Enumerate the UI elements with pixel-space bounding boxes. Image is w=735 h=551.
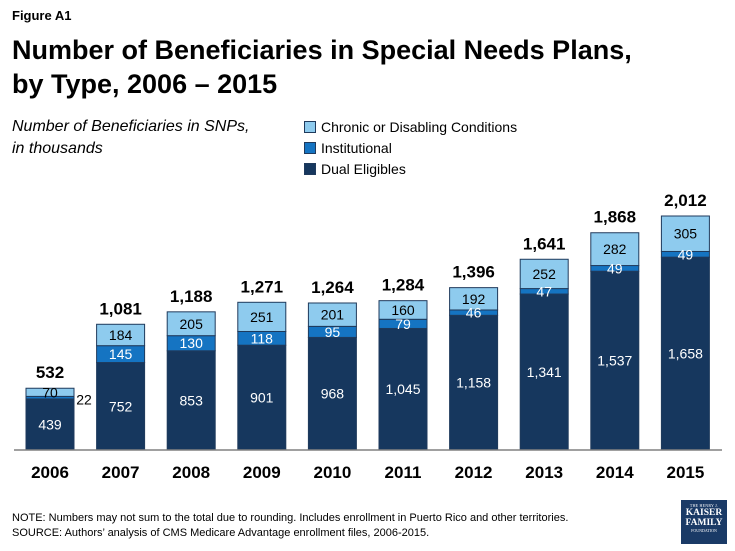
bar-chronic-2011: [378, 300, 428, 320]
legend-swatch-dual: [304, 162, 316, 175]
legend-swatch-institutional: [304, 141, 316, 154]
data-label-dual-2012: 1,158: [456, 375, 491, 391]
stacked-bar-chart: 439 22 70 532 2006 752 145 184 1,081 2007 853 130 20…: [14, 191, 722, 482]
total-label-2009: 1,271: [241, 277, 284, 296]
data-label-chronic-2012: 192: [462, 291, 486, 307]
data-label-dual-2008: 853: [180, 392, 204, 408]
bar-dual-2014: [590, 270, 640, 451]
data-label-institutional-2008: 130: [180, 335, 204, 351]
bar-chronic-2012: [449, 287, 499, 311]
logo-line-1: THE HENRY J.: [689, 503, 719, 508]
total-label-2008: 1,188: [170, 287, 213, 306]
total-label-2015: 2,012: [664, 191, 707, 210]
data-label-chronic-2007: 184: [109, 327, 133, 343]
data-label-dual-2010: 968: [321, 386, 345, 402]
data-label-dual-2013: 1,341: [527, 364, 562, 380]
bar-chronic-2007: [96, 323, 146, 347]
bar-chronic-2015: [660, 215, 710, 252]
x-tick-2007: 2007: [102, 463, 140, 482]
source-text: SOURCE: Authors’ analysis of CMS Medicar…: [12, 527, 430, 539]
subtitle-line-1: Number of Beneficiaries in SNPs,: [12, 118, 250, 135]
bar-chronic-2006: [25, 387, 75, 397]
note-text: NOTE: Numbers may not sum to the total d…: [12, 512, 569, 524]
data-label-institutional-2011: 79: [395, 316, 411, 332]
data-label-institutional-2007: 145: [109, 346, 133, 362]
total-label-2013: 1,641: [523, 234, 566, 253]
kff-logo: THE HENRY J. KAISER FAMILY FOUNDATION: [681, 500, 727, 544]
bar-chronic-2009: [237, 301, 287, 332]
logo-line-4: FOUNDATION: [691, 528, 717, 533]
logo-line-3: FAMILY: [685, 518, 723, 528]
bar-chronic-2013: [519, 258, 569, 290]
x-tick-2010: 2010: [313, 463, 351, 482]
data-label-chronic-2010: 201: [321, 307, 345, 323]
legend: Chronic or Disabling Conditions Institut…: [304, 116, 517, 179]
data-label-chronic-2013: 252: [533, 266, 557, 282]
data-label-dual-2014: 1,537: [597, 353, 632, 369]
data-label-chronic-2006: 70: [42, 384, 58, 400]
logo-line-2: KAISER: [685, 508, 723, 518]
data-label-institutional-2014: 49: [607, 260, 623, 276]
total-label-2014: 1,868: [594, 208, 637, 227]
data-label-institutional-2009: 118: [251, 330, 274, 346]
total-label-2010: 1,264: [311, 278, 354, 297]
bar-dual-2011: [378, 327, 428, 451]
title-line-2: by Type, 2006 – 2015: [12, 69, 278, 99]
data-label-dual-2007: 752: [109, 398, 133, 414]
data-label-dual-2011: 1,045: [385, 381, 420, 397]
data-label-dual-2009: 901: [250, 390, 274, 406]
bar-dual-2012: [449, 314, 499, 451]
legend-item-chronic: Chronic or Disabling Conditions: [304, 116, 517, 137]
data-label-dual-2006: 439: [38, 416, 62, 432]
y-axis-caption: Number of Beneficiaries in SNPs, in thou…: [12, 116, 282, 160]
bar-chronic-2010: [307, 302, 357, 327]
bar-dual-2015: [660, 256, 710, 451]
x-tick-2012: 2012: [455, 463, 493, 482]
total-label-2007: 1,081: [99, 299, 142, 318]
total-label-2011: 1,284: [382, 276, 425, 295]
data-label-chronic-2011: 160: [391, 302, 415, 318]
bar-chronic-2014: [590, 232, 640, 267]
data-label-institutional-2013: 47: [536, 283, 552, 299]
legend-item-dual: Dual Eligibles: [304, 158, 517, 179]
x-tick-2013: 2013: [525, 463, 563, 482]
chart-title: Number of Beneficiaries in Special Needs…: [12, 33, 712, 101]
data-label-institutional-2006: 22: [76, 391, 92, 407]
x-tick-2015: 2015: [666, 463, 704, 482]
total-label-2012: 1,396: [452, 263, 495, 282]
data-label-dual-2015: 1,658: [668, 346, 703, 362]
bar-dual-2013: [519, 293, 569, 451]
x-tick-2011: 2011: [385, 463, 422, 482]
data-label-chronic-2008: 205: [180, 316, 204, 332]
bar-dual-2010: [307, 336, 357, 451]
bar-chronic-2008: [166, 311, 216, 337]
title-line-1: Number of Beneficiaries in Special Needs…: [12, 35, 632, 65]
x-tick-2008: 2008: [172, 463, 210, 482]
legend-item-institutional: Institutional: [304, 137, 517, 158]
x-tick-2009: 2009: [243, 463, 281, 482]
data-label-institutional-2015: 49: [678, 246, 694, 262]
figure-label: Figure A1: [12, 8, 72, 23]
x-tick-2014: 2014: [596, 463, 634, 482]
x-tick-2006: 2006: [31, 463, 69, 482]
legend-swatch-chronic: [304, 120, 316, 133]
data-label-chronic-2014: 282: [603, 241, 627, 257]
data-label-institutional-2010: 95: [325, 324, 341, 340]
data-label-chronic-2015: 305: [674, 226, 698, 242]
data-label-institutional-2012: 46: [466, 305, 482, 321]
total-label-2006: 532: [36, 363, 64, 382]
data-label-chronic-2009: 251: [250, 309, 274, 325]
legend-label-dual: Dual Eligibles: [321, 160, 406, 177]
legend-label-institutional: Institutional: [321, 139, 392, 156]
legend-label-chronic: Chronic or Disabling Conditions: [321, 118, 518, 135]
subtitle-line-2: in thousands: [12, 140, 103, 157]
footnote: NOTE: Numbers may not sum to the total d…: [12, 511, 568, 541]
bar-dual-2009: [237, 344, 287, 451]
